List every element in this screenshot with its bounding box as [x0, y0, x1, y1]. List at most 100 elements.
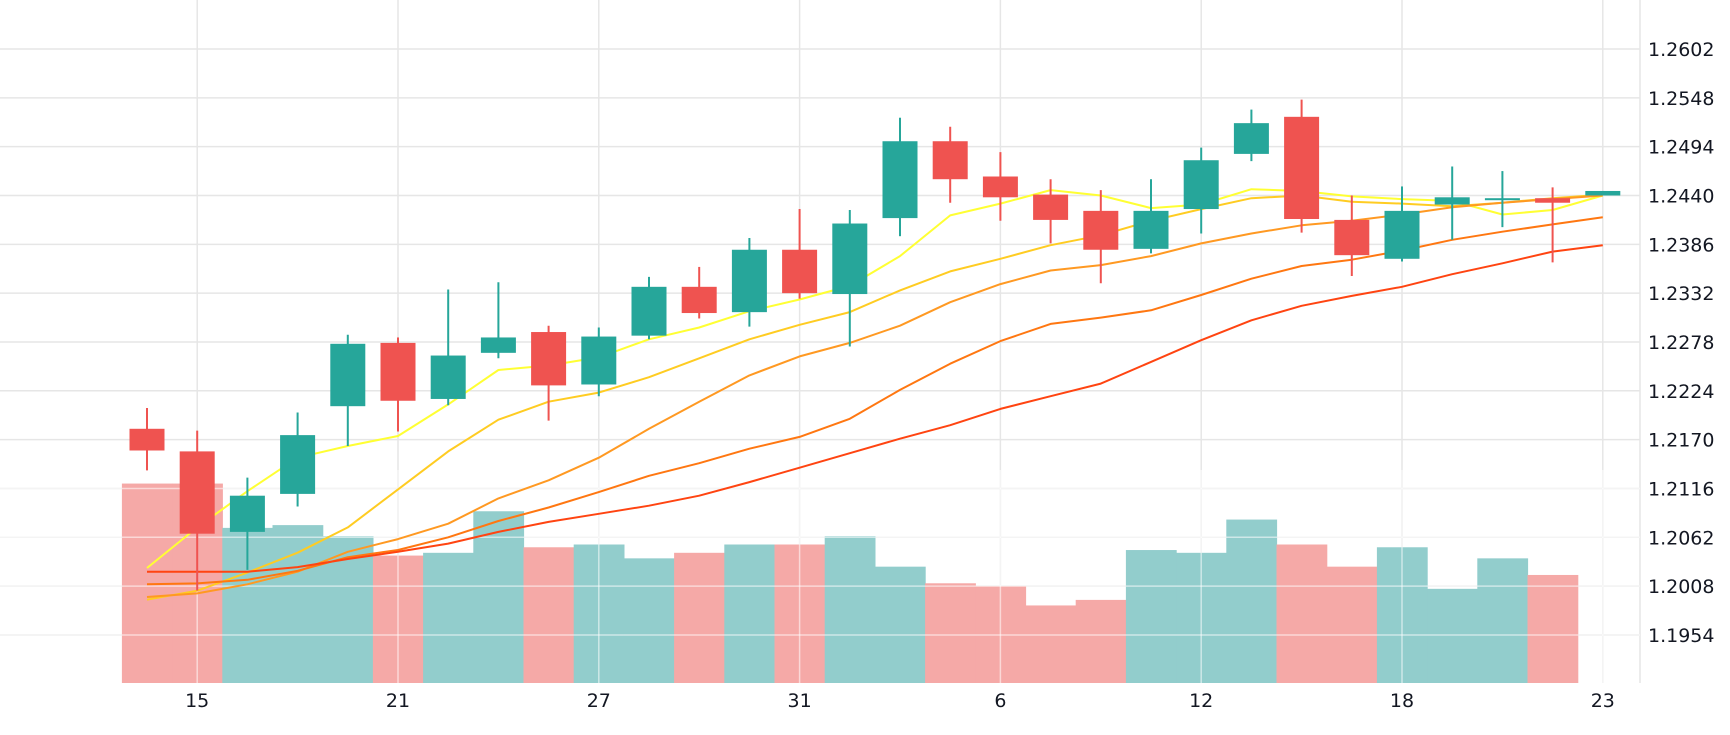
candle[interactable]: [1484, 171, 1520, 228]
volume-bar: [1427, 588, 1478, 683]
moving-average-lines: [146, 188, 1604, 601]
volume-bar: [423, 552, 474, 683]
candle[interactable]: [380, 337, 416, 432]
candle[interactable]: [1384, 186, 1420, 262]
volume-bar: [623, 558, 675, 683]
candle-body: [1083, 210, 1119, 250]
candle-body: [480, 337, 516, 353]
candle[interactable]: [1434, 166, 1470, 240]
volume-bar: [1527, 574, 1579, 683]
volume-bar: [674, 552, 725, 683]
volume-bar: [925, 583, 976, 683]
candle-body: [631, 286, 667, 336]
moving-average-line: [146, 194, 1603, 598]
candle[interactable]: [982, 152, 1018, 221]
volume-bar: [824, 536, 876, 683]
price-tick-label: 1.2548: [1648, 88, 1714, 110]
time-axis: 15 21 27 31 6 12 18 23: [185, 690, 1615, 712]
time-tick-label: 18: [1390, 690, 1414, 712]
candle-body: [1183, 160, 1219, 210]
price-tick-label: 1.2224: [1648, 381, 1714, 403]
time-tick-label: 6: [994, 690, 1006, 712]
candle-body: [531, 332, 567, 386]
time-tick-label: 23: [1591, 690, 1615, 712]
volume-bar: [874, 566, 926, 683]
price-tick-label: 1.2440: [1648, 185, 1714, 207]
candle[interactable]: [280, 412, 316, 507]
candle[interactable]: [179, 430, 215, 591]
candle[interactable]: [1083, 190, 1119, 284]
candle[interactable]: [631, 276, 667, 340]
candle[interactable]: [330, 334, 366, 446]
price-tick-label: 1.2332: [1648, 283, 1714, 305]
time-tick-label: 15: [185, 690, 209, 712]
volume-bar: [1075, 599, 1127, 683]
candle-body: [1334, 219, 1370, 256]
candle[interactable]: [681, 266, 717, 319]
candle[interactable]: [731, 237, 767, 327]
candle-body: [882, 141, 918, 219]
candlestick-series: [129, 99, 1621, 591]
candle[interactable]: [1033, 179, 1069, 244]
candle[interactable]: [1585, 190, 1621, 196]
candle[interactable]: [129, 407, 165, 471]
candle[interactable]: [581, 327, 617, 397]
moving-average-line: [146, 188, 1604, 569]
candle-body: [380, 342, 416, 401]
price-tick-label: 1.2116: [1648, 478, 1714, 500]
price-axis: 1.2602 1.2548 1.2494 1.2440 1.2386 1.2332 1.22…: [1648, 39, 1714, 647]
moving-average-line: [146, 193, 1603, 601]
candle[interactable]: [932, 126, 968, 203]
candle-body: [782, 249, 818, 294]
price-tick-label: 1.2008: [1648, 576, 1714, 598]
candle[interactable]: [480, 282, 516, 359]
candle[interactable]: [832, 209, 868, 347]
volume-bar: [322, 536, 374, 683]
candle[interactable]: [1233, 109, 1269, 162]
candle-body: [1384, 210, 1420, 259]
candle[interactable]: [1133, 179, 1169, 254]
price-tick-label: 1.2062: [1648, 527, 1714, 549]
candle-body: [681, 286, 717, 314]
moving-average-line: [147, 244, 1603, 573]
price-tick-label: 1.1954: [1648, 625, 1714, 647]
candle[interactable]: [1284, 99, 1320, 233]
volume-bar: [1125, 550, 1177, 683]
price-tick-label: 1.2386: [1648, 234, 1714, 256]
candle[interactable]: [1334, 195, 1370, 276]
time-tick-label: 31: [788, 690, 812, 712]
candle[interactable]: [1535, 187, 1571, 263]
candle[interactable]: [1183, 147, 1219, 234]
candle-body: [229, 495, 265, 532]
moving-average-line: [146, 216, 1603, 586]
candle-body: [179, 451, 215, 534]
candle-body: [932, 141, 968, 180]
volume-bar: [473, 511, 525, 683]
candle-body: [280, 435, 316, 494]
time-tick-label: 27: [587, 690, 611, 712]
candle[interactable]: [882, 117, 918, 237]
candle-body: [1484, 198, 1520, 201]
price-tick-label: 1.2170: [1648, 430, 1714, 452]
candle-body: [1284, 116, 1320, 220]
volume-bar: [1226, 519, 1278, 683]
volume-bar: [1477, 558, 1529, 683]
candle-body: [832, 223, 868, 295]
volume-bar: [1326, 566, 1378, 683]
price-tick-label: 1.2278: [1648, 332, 1714, 354]
volume-bar: [523, 547, 575, 683]
candle-body: [330, 343, 366, 407]
candle-body: [129, 428, 165, 451]
volume-bar: [1276, 544, 1328, 683]
volume-bar: [724, 544, 776, 683]
candle-body: [581, 336, 617, 385]
candle-body: [1033, 194, 1069, 220]
candle[interactable]: [229, 477, 265, 570]
candle[interactable]: [531, 325, 567, 421]
price-tick-label: 1.2602: [1648, 39, 1714, 61]
candle[interactable]: [430, 289, 466, 406]
candle[interactable]: [782, 209, 818, 299]
volume-bar: [272, 525, 324, 683]
